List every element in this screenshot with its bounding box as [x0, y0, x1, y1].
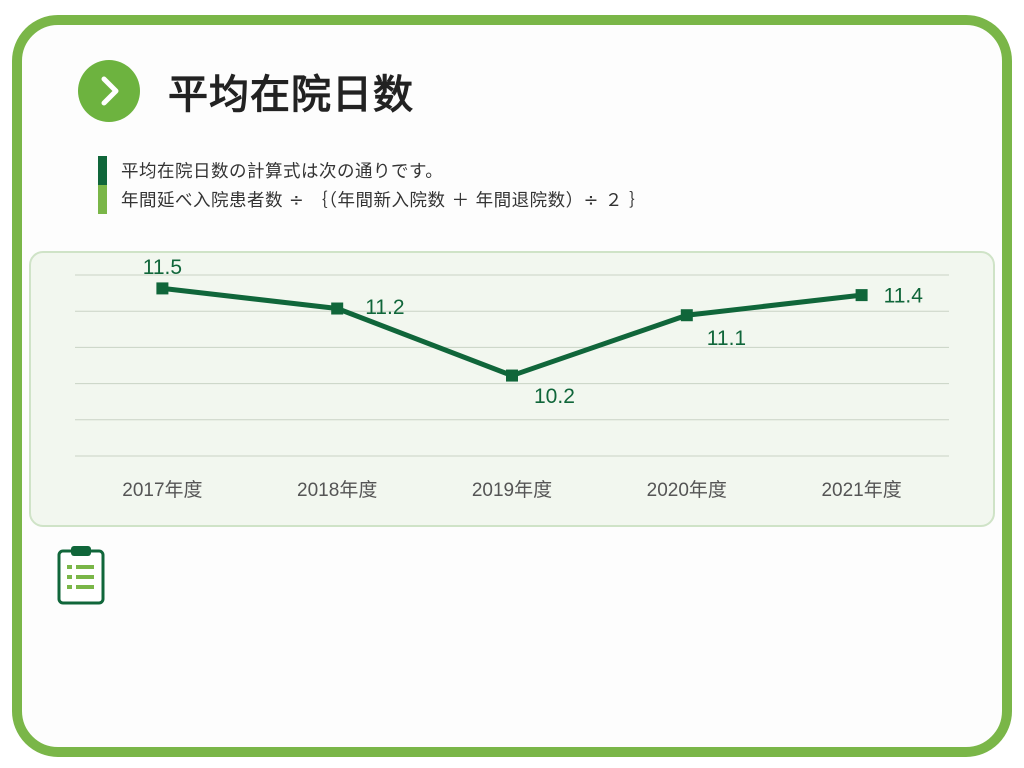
page-title: 平均在院日数 [168, 72, 414, 118]
data-point-marker [331, 302, 344, 315]
clipboard-list-icon [54, 543, 108, 605]
title-row: 平均在院日数 [78, 58, 414, 124]
data-point-marker [156, 282, 169, 295]
formula-bar-light [98, 185, 107, 214]
line-chart: 11.5 11.2 10.2 11.1 11.4 2017年度 2018年度 2019年度 20… [75, 256, 949, 501]
formula-bar-dark [98, 156, 107, 185]
data-point-marker [680, 309, 693, 322]
formula-line-1: 平均在院日数の計算式は次の通りです。 [121, 162, 444, 182]
x-tick-label: 2020年度 [647, 479, 727, 501]
data-label: 11.2 [365, 296, 404, 319]
data-label: 10.2 [534, 385, 575, 408]
data-label: 11.5 [143, 256, 182, 279]
data-label: 11.4 [884, 285, 924, 308]
formula-line-2: 年間延べ入院患者数 ÷ ｛（年間新入院数 ＋ 年間退院数）÷ ２ ｝ [121, 191, 647, 211]
data-point-marker [506, 369, 518, 382]
x-tick-label: 2021年度 [821, 479, 901, 501]
x-tick-label: 2019年度 [472, 479, 552, 501]
data-label: 11.1 [707, 327, 746, 350]
chevron-right-icon [78, 60, 140, 122]
chart-panel: 11.5 11.2 10.2 11.1 11.4 2017年度 2018年度 2019年度 20… [29, 251, 995, 527]
data-point-marker [855, 289, 868, 302]
x-tick-label: 2018年度 [297, 479, 377, 501]
series-line [162, 285, 862, 379]
formula-box: 平均在院日数の計算式は次の通りです。 年間延べ入院患者数 ÷ ｛（年間新入院数 … [98, 156, 647, 214]
x-tick-label: 2017年度 [122, 479, 202, 501]
